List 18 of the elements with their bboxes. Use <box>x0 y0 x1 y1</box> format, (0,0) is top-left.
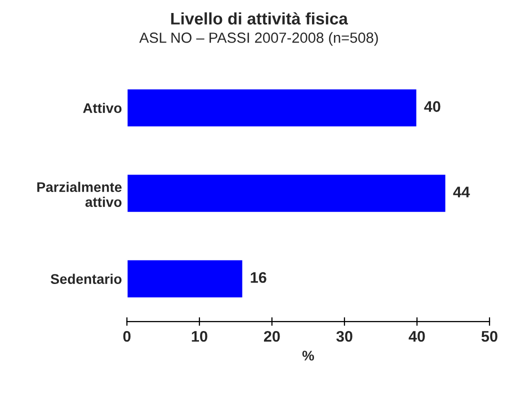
bar <box>126 88 418 128</box>
data-label: 40 <box>424 101 440 112</box>
chart-title: Livello di attività fisica <box>171 12 348 25</box>
y-tick-label: Attivo <box>83 102 122 114</box>
x-axis-title: % <box>302 350 314 361</box>
x-tick-label: 40 <box>408 330 425 342</box>
y-tick-label: Parzialmente attivo <box>37 182 122 207</box>
bar <box>126 173 447 214</box>
chart-subtitle: ASL NO – PASSI 2007-2008 (n=508) <box>139 32 378 46</box>
x-tick-label: 20 <box>264 330 280 342</box>
bar <box>126 258 244 299</box>
x-tick-label: 0 <box>123 330 131 342</box>
x-tick-label: 50 <box>481 330 498 342</box>
x-tick-label: 30 <box>336 330 352 342</box>
data-label: 44 <box>453 186 470 198</box>
data-label: 16 <box>250 272 266 283</box>
x-tick-label: 10 <box>192 330 208 342</box>
y-tick-label: Sedentario <box>50 274 122 284</box>
